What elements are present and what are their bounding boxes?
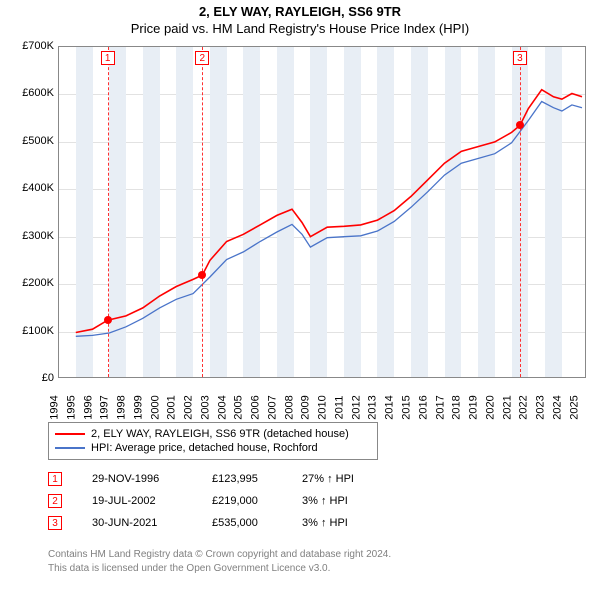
line-series (59, 47, 587, 379)
x-axis-label: 1999 (132, 395, 151, 419)
y-axis-label: £700K (10, 40, 54, 52)
marker-badge: 2 (195, 51, 209, 65)
page-title: 2, ELY WAY, RAYLEIGH, SS6 9TR (0, 4, 600, 19)
sale-date: 30-JUN-2021 (92, 517, 212, 529)
table-row: 1 29-NOV-1996 £123,995 27% ↑ HPI (48, 468, 468, 490)
sale-price: £535,000 (212, 517, 302, 529)
footer-line: This data is licensed under the Open Gov… (48, 562, 586, 576)
marker-badge-2: 2 (48, 494, 62, 508)
sale-point-icon (198, 271, 206, 279)
legend-label: HPI: Average price, detached house, Roch… (91, 442, 318, 454)
x-axis-label: 2020 (484, 395, 503, 419)
title-block: 2, ELY WAY, RAYLEIGH, SS6 9TR Price paid… (0, 0, 600, 36)
sale-date: 19-JUL-2002 (92, 495, 212, 507)
x-axis-label: 2024 (551, 395, 570, 419)
page-subtitle: Price paid vs. HM Land Registry's House … (0, 21, 600, 36)
price-chart: 123 £0£100K£200K£300K£400K£500K£600K£700… (10, 46, 590, 411)
legend-swatch-blue (55, 447, 85, 449)
x-axis-label: 2025 (568, 395, 587, 419)
y-axis-label: £300K (10, 230, 54, 242)
sales-table: 1 29-NOV-1996 £123,995 27% ↑ HPI 2 19-JU… (48, 468, 468, 534)
series-red (76, 90, 582, 333)
legend-item: 2, ELY WAY, RAYLEIGH, SS6 9TR (detached … (55, 427, 371, 441)
marker-badge-1: 1 (48, 472, 62, 486)
x-axis-label: 2003 (199, 395, 218, 419)
marker-badge: 1 (101, 51, 115, 65)
x-axis-label: 1995 (65, 395, 84, 419)
footer-attribution: Contains HM Land Registry data © Crown c… (48, 548, 586, 575)
marker-badge-3: 3 (48, 516, 62, 530)
chart-legend: 2, ELY WAY, RAYLEIGH, SS6 9TR (detached … (48, 422, 378, 460)
y-axis-label: £200K (10, 277, 54, 289)
x-axis-label: 2016 (417, 395, 436, 419)
sale-price: £219,000 (212, 495, 302, 507)
legend-item: HPI: Average price, detached house, Roch… (55, 441, 371, 455)
sale-vs-hpi: 3% ↑ HPI (302, 517, 412, 529)
sale-vs-hpi: 3% ↑ HPI (302, 495, 412, 507)
sale-date: 29-NOV-1996 (92, 473, 212, 485)
sale-price: £123,995 (212, 473, 302, 485)
footer-line: Contains HM Land Registry data © Crown c… (48, 548, 586, 562)
sale-vs-hpi: 27% ↑ HPI (302, 473, 412, 485)
marker-line (108, 47, 109, 377)
y-axis-label: £500K (10, 135, 54, 147)
legend-label: 2, ELY WAY, RAYLEIGH, SS6 9TR (detached … (91, 428, 349, 440)
table-row: 2 19-JUL-2002 £219,000 3% ↑ HPI (48, 490, 468, 512)
y-axis-label: £400K (10, 182, 54, 194)
y-axis-label: £600K (10, 87, 54, 99)
table-row: 3 30-JUN-2021 £535,000 3% ↑ HPI (48, 512, 468, 534)
sale-point-icon (516, 121, 524, 129)
marker-badge: 3 (513, 51, 527, 65)
marker-line (520, 47, 521, 377)
y-axis-label: £0 (10, 372, 54, 384)
y-axis-label: £100K (10, 325, 54, 337)
sale-point-icon (104, 316, 112, 324)
marker-line (202, 47, 203, 377)
legend-swatch-red (55, 433, 85, 435)
